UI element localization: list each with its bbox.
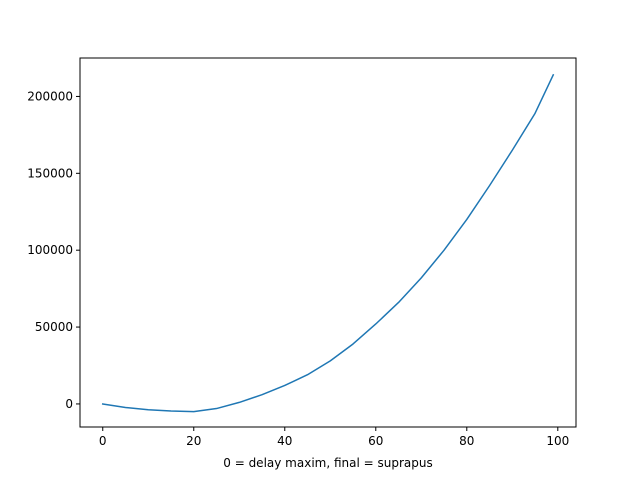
x-tick-label: 0 xyxy=(99,434,107,448)
y-tick-label: 150000 xyxy=(27,166,73,180)
plot-area xyxy=(80,58,576,427)
y-tick-label: 50000 xyxy=(35,320,73,334)
y-tick-label: 200000 xyxy=(27,89,73,103)
plot-frame xyxy=(79,57,577,428)
x-axis-label: 0 = delay maxim, final = suprapus xyxy=(223,456,433,470)
x-tick-label: 100 xyxy=(546,434,569,448)
y-axis-ticks: 0 50000 100000 150000 200000 xyxy=(27,89,80,411)
x-axis-ticks: 0 20 40 60 80 100 xyxy=(99,427,569,448)
x-tick-label: 40 xyxy=(277,434,292,448)
series-line xyxy=(101,73,555,413)
x-tick-label: 20 xyxy=(186,434,201,448)
x-tick-label: 60 xyxy=(368,434,383,448)
x-tick-label: 80 xyxy=(459,434,474,448)
y-tick-label: 100000 xyxy=(27,243,73,257)
y-tick-label: 0 xyxy=(65,397,73,411)
series-layer xyxy=(101,73,555,413)
